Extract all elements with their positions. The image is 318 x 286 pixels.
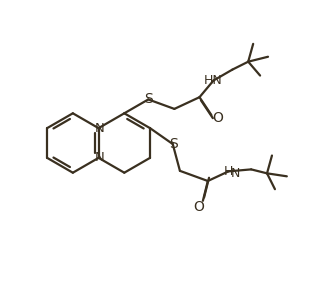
Text: N: N bbox=[95, 151, 104, 164]
Text: S: S bbox=[169, 137, 178, 151]
Text: O: O bbox=[193, 200, 204, 214]
Text: S: S bbox=[144, 92, 153, 106]
Text: N: N bbox=[95, 122, 104, 135]
Text: HN: HN bbox=[204, 74, 223, 87]
Text: H: H bbox=[224, 165, 233, 178]
Text: O: O bbox=[212, 111, 223, 125]
Text: N: N bbox=[231, 167, 240, 180]
